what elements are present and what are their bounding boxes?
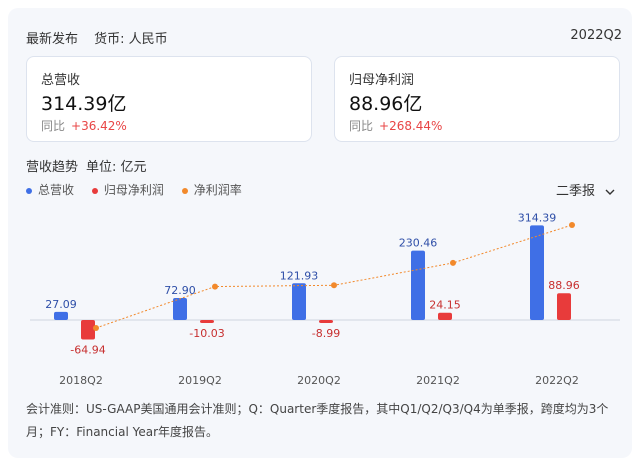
- footnote: 会计准则：US-GAAP美国通用会计准则；Q：Quarter季度报告，其中Q1/…: [26, 402, 609, 439]
- legend-dot-revenue: [26, 187, 32, 194]
- net-margin-point: [569, 222, 575, 228]
- revenue-bar: [530, 225, 544, 320]
- legend-label-revenue: 总营收: [38, 183, 75, 197]
- net-margin-line: [95, 224, 573, 329]
- revenue-card[interactable]: 总营收 314.39亿 同比 +36.42%: [26, 56, 312, 142]
- revenue-bar: [54, 311, 68, 320]
- legend-item-margin[interactable]: 净利润率: [181, 181, 242, 198]
- revenue-yoy: 同比 +36.42%: [41, 117, 127, 134]
- revenue-yoy-value: +36.42%: [71, 119, 127, 133]
- profit-data-label: 24.15: [429, 299, 461, 312]
- revenue-bar: [173, 298, 187, 320]
- x-tick-label: 2021Q2: [416, 374, 460, 387]
- period-dropdown[interactable]: 二季报: [556, 180, 615, 199]
- revenue-data-label: 121.93: [280, 269, 319, 282]
- revenue-data-label: 27.09: [45, 298, 77, 311]
- profit-card-value: 88.96亿: [349, 93, 423, 115]
- period-dropdown-label: 二季报: [556, 184, 596, 199]
- profit-bar: [81, 320, 95, 340]
- chevron-down-icon: [605, 189, 615, 195]
- profit-bar: [319, 320, 333, 323]
- revenue-bar: [292, 283, 306, 320]
- revenue-data-label: 314.39: [518, 211, 557, 224]
- chart-legend: 总营收 归母净利润 净利润率: [26, 181, 256, 198]
- x-tick-label: 2022Q2: [535, 374, 579, 387]
- header-bar: 最新发布 货币: 人民币 2022Q2: [26, 28, 622, 48]
- net-margin-point: [331, 282, 337, 289]
- profit-bar: [438, 312, 452, 320]
- revenue-bar: [411, 250, 425, 320]
- legend-item-revenue[interactable]: 总营收: [26, 181, 74, 198]
- profit-bar: [200, 320, 214, 324]
- x-tick-label: 2018Q2: [59, 374, 103, 387]
- legend-item-profit[interactable]: 归母净利润: [91, 181, 164, 198]
- x-tick-label: 2020Q2: [297, 374, 341, 387]
- legend-label-profit: 归母净利润: [103, 183, 164, 197]
- profit-data-label: -64.94: [70, 344, 105, 357]
- revenue-trend-chart: 27.09 -64.94 2018Q2 72.90 -10.03 2019Q2 121.93…: [30, 211, 620, 387]
- release-label: 最新发布: [26, 32, 79, 47]
- net-margin-point: [93, 325, 99, 331]
- profit-yoy-label: 同比: [349, 119, 374, 133]
- net-margin-point: [212, 283, 218, 290]
- profit-data-label: -10.03: [189, 327, 224, 340]
- profit-card[interactable]: 归母净利润 88.96亿 同比 +268.44%: [334, 56, 620, 142]
- revenue-data-label: 72.90: [164, 284, 196, 297]
- currency-label: 货币: 人民币: [94, 32, 168, 47]
- x-tick-label: 2019Q2: [178, 374, 222, 387]
- net-margin-point: [450, 259, 456, 266]
- trend-title: 营收趋势 单位: 亿元: [26, 156, 155, 175]
- report-period: 2022Q2: [570, 28, 622, 43]
- profit-data-label: -8.99: [312, 327, 340, 340]
- trend-title-text: 营收趋势: [26, 160, 79, 175]
- trend-unit: 单位: 亿元: [86, 160, 147, 175]
- profit-yoy-value: +268.44%: [379, 119, 443, 133]
- revenue-card-value: 314.39亿: [41, 93, 127, 115]
- legend-dot-profit: [91, 187, 98, 194]
- profit-bar: [557, 293, 571, 320]
- profit-data-label: 88.96: [548, 279, 580, 292]
- profit-card-label: 归母净利润: [349, 73, 415, 88]
- revenue-data-label: 230.46: [399, 237, 438, 250]
- legend-label-margin: 净利润率: [193, 183, 242, 197]
- profit-yoy: 同比 +268.44%: [349, 117, 442, 134]
- revenue-card-label: 总营收: [41, 73, 81, 88]
- revenue-yoy-label: 同比: [41, 119, 66, 133]
- legend-dot-margin: [181, 187, 188, 194]
